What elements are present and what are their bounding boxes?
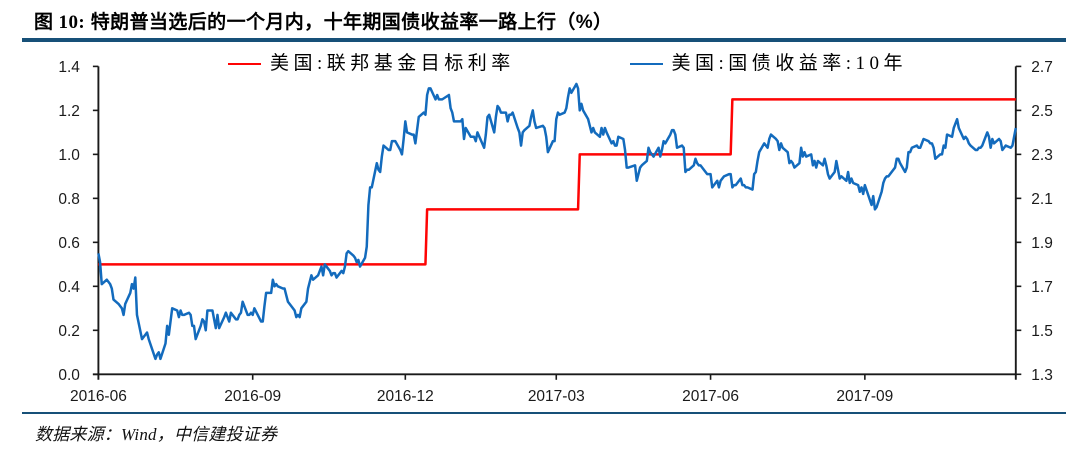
title-rule xyxy=(21,37,1066,42)
right-y-tick-label: 1.3 xyxy=(1031,367,1053,384)
right-y-tick-label: 2.5 xyxy=(1031,103,1053,120)
right-y-tick-label: 2.3 xyxy=(1031,147,1053,164)
right-y-tick-label: 2.1 xyxy=(1031,191,1053,208)
chart-legend: 美国:联邦基金目标利率 美国:国债收益率:10年 xyxy=(0,51,1090,76)
x-tick-label: 2017-03 xyxy=(528,388,585,405)
treasury-yield-line-swatch xyxy=(629,62,663,66)
x-tick-label: 2016-06 xyxy=(70,388,127,405)
data-source-note: 数据来源：Wind，中信建投证券 xyxy=(35,424,278,444)
left-y-tick-label: 0.4 xyxy=(58,279,80,296)
figure-title-text: 特朗普当选后的一个月内，十年期国债收益率一路上行（%） xyxy=(90,12,613,33)
right-y-tick-label: 1.9 xyxy=(1031,235,1053,252)
left-y-tick-label: 0.6 xyxy=(58,235,80,252)
right-y-tick-label: 1.5 xyxy=(1031,323,1053,340)
left-y-tick-label: 1.4 xyxy=(58,59,80,76)
x-tick-label: 2017-06 xyxy=(682,388,739,405)
fed-funds-line-swatch xyxy=(228,62,261,66)
figure-title: 图 10: 特朗普当选后的一个月内，十年期国债收益率一路上行（%） xyxy=(34,7,612,34)
x-tick-label: 2017-09 xyxy=(836,388,893,405)
right-y-tick-label: 1.7 xyxy=(1031,279,1053,296)
legend-label-treasury-yield: 美国:国债收益率:10年 xyxy=(671,53,908,74)
left-y-tick-label: 1.2 xyxy=(58,103,80,120)
left-y-tick-label: 0.2 xyxy=(58,323,80,340)
left-y-tick-label: 0.0 xyxy=(58,367,80,384)
fed-funds-target-rate-line xyxy=(98,98,1016,266)
x-tick-label: 2016-09 xyxy=(224,388,281,405)
left-y-tick-label: 0.8 xyxy=(58,191,80,208)
treasury-yield-10y-line xyxy=(97,82,1018,361)
left-y-tick-label: 1.0 xyxy=(58,147,80,164)
right-y-tick-label: 2.7 xyxy=(1031,59,1053,76)
legend-label-fed-funds: 美国:联邦基金目标利率 xyxy=(270,53,515,74)
figure-number: 图 10: xyxy=(34,12,86,33)
footer-rule xyxy=(21,412,1066,415)
x-tick-label: 2016-12 xyxy=(377,388,434,405)
